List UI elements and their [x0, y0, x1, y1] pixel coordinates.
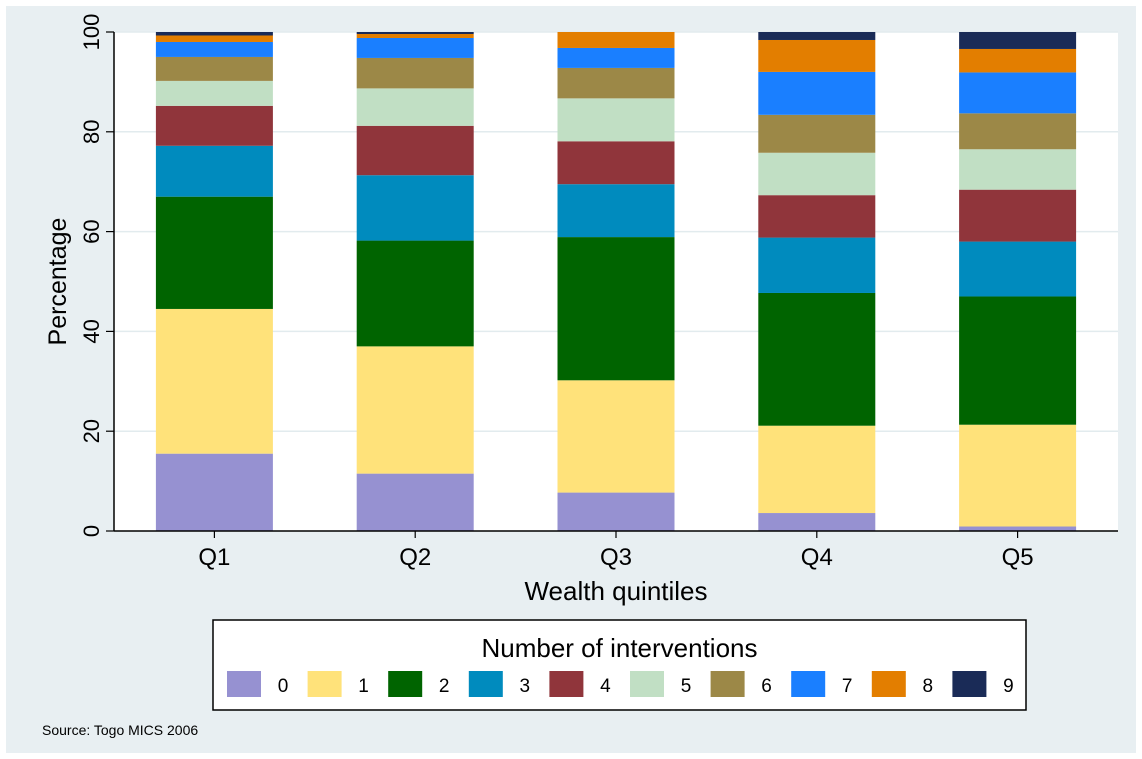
bar-segment-q2-2: [356, 240, 474, 347]
x-tick-label: Q2: [399, 544, 431, 571]
bar-segment-q2-4: [356, 125, 474, 176]
bar-segment-q1-7: [155, 41, 273, 57]
bar-segment-q5-5: [959, 149, 1077, 190]
source-note: Source: Togo MICS 2006: [42, 722, 199, 738]
bar-segment-q3-2: [557, 237, 675, 381]
bar-segment-q3-5: [557, 98, 675, 142]
bar-segment-q3-8: [557, 32, 675, 48]
legend-label-4: 4: [600, 676, 611, 697]
legend-swatch-4: [549, 671, 584, 697]
legend-label-9: 9: [1003, 676, 1014, 697]
x-tick-label: Q5: [1002, 544, 1034, 571]
bar-segment-q2-0: [356, 473, 474, 531]
y-tick-label: 60: [79, 219, 104, 243]
legend-swatch-6: [710, 671, 745, 697]
bar-segment-q3-1: [557, 380, 675, 493]
bar-segment-q1-0: [155, 453, 273, 531]
bar-segment-q1-3: [155, 145, 273, 197]
x-tick-label: Q3: [600, 544, 632, 571]
bar-segment-q4-3: [758, 237, 876, 293]
y-tick-label: 20: [79, 419, 104, 443]
legend-label-2: 2: [439, 676, 450, 697]
legend-label-7: 7: [842, 676, 853, 697]
y-tick-label: 100: [79, 14, 104, 51]
legend-label-1: 1: [358, 676, 369, 697]
bar-segment-q4-9: [758, 32, 876, 40]
legend-title: Number of interventions: [481, 633, 757, 663]
bar-segment-q2-7: [356, 37, 474, 58]
bar-segment-q3-3: [557, 184, 675, 238]
bar-segment-q1-6: [155, 56, 273, 81]
bar-segment-q2-8: [356, 33, 474, 38]
legend-swatch-3: [468, 671, 503, 697]
bar-segment-q5-8: [959, 48, 1077, 73]
y-tick-label: 40: [79, 319, 104, 343]
bar-segment-q4-2: [758, 292, 876, 426]
x-tick-label: Q1: [198, 544, 230, 571]
legend-label-6: 6: [761, 676, 772, 697]
legend-label-8: 8: [923, 676, 934, 697]
legend-swatch-7: [791, 671, 826, 697]
bar-segment-q5-0: [959, 526, 1077, 531]
bar-segment-q1-1: [155, 308, 273, 454]
bar-segment-q3-0: [557, 492, 675, 531]
bar-segment-q5-3: [959, 241, 1077, 297]
bar-segment-q1-8: [155, 35, 273, 42]
bar-segment-q3-4: [557, 141, 675, 185]
bar-segment-q2-5: [356, 88, 474, 126]
bar-segment-q4-4: [758, 195, 876, 238]
bar-segment-q1-5: [155, 80, 273, 106]
bar-segment-q2-3: [356, 175, 474, 241]
legend-label-3: 3: [520, 676, 531, 697]
bar-segment-q2-9: [356, 32, 474, 34]
y-tick-label: 0: [79, 525, 104, 537]
bar-segment-q5-9: [959, 32, 1077, 49]
legend-swatch-9: [952, 671, 987, 697]
bar-segment-q4-6: [758, 114, 876, 153]
bar-segment-q5-1: [959, 424, 1077, 527]
bar-segment-q2-1: [356, 346, 474, 474]
x-tick-label: Q4: [801, 544, 833, 571]
legend-swatch-2: [388, 671, 423, 697]
legend-swatch-0: [227, 671, 261, 697]
bar-segment-q4-1: [758, 425, 876, 514]
bar-segment-q3-7: [557, 47, 675, 68]
legend-label-5: 5: [681, 676, 692, 697]
y-axis-title: Percentage: [44, 218, 72, 346]
y-tick-label: 80: [79, 120, 104, 144]
bar-segment-q4-5: [758, 152, 876, 196]
bar-segment-q3-6: [557, 67, 675, 99]
legend-swatch-5: [630, 671, 664, 697]
legend-swatch-1: [307, 671, 342, 697]
bar-segment-q4-0: [758, 513, 876, 531]
bar-segment-q5-2: [959, 296, 1077, 425]
x-axis-title: Wealth quintiles: [524, 576, 707, 606]
bar-segment-q4-7: [758, 71, 876, 115]
bar-segment-q2-6: [356, 57, 474, 89]
legend-label-0: 0: [278, 676, 289, 697]
bar-segment-q5-7: [959, 72, 1077, 114]
bar-segment-q1-2: [155, 196, 273, 309]
bar-segment-q1-4: [155, 105, 273, 146]
bar-segment-q5-6: [959, 113, 1077, 150]
bar-segment-q5-4: [959, 189, 1077, 242]
bar-segment-q1-9: [155, 32, 273, 36]
legend-swatch-8: [871, 671, 906, 697]
bar-segment-q4-8: [758, 39, 876, 72]
